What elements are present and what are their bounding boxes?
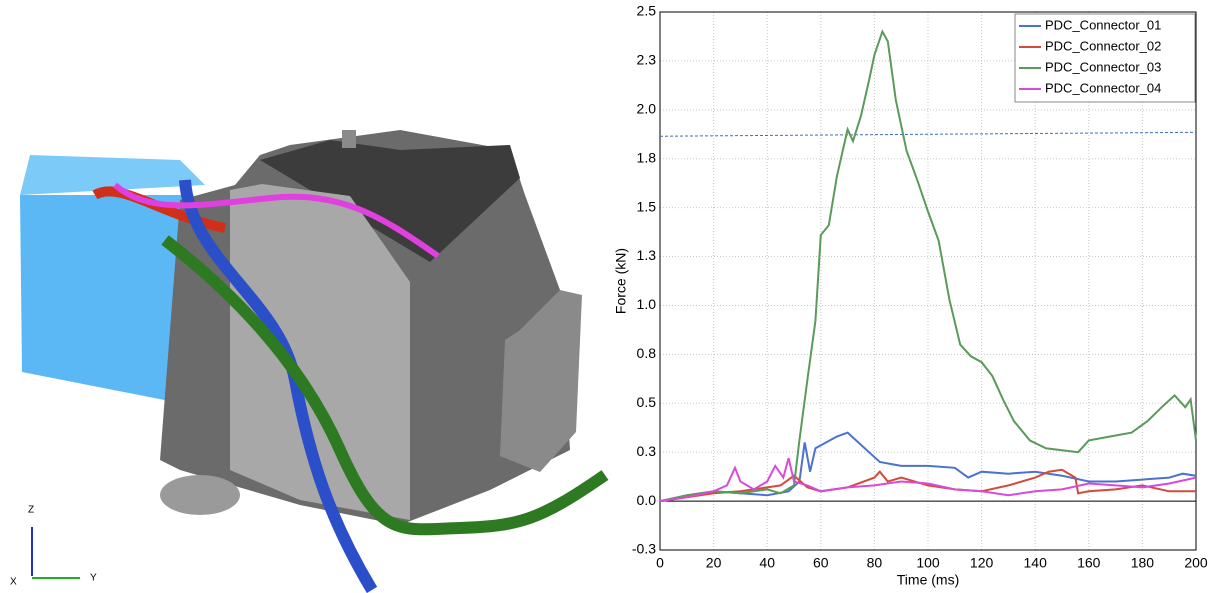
x-tick-label: 200 [1184, 555, 1208, 571]
y-tick-label: 0.5 [637, 394, 657, 410]
legend-label: PDC_Connector_03 [1045, 59, 1161, 74]
front-bracket [230, 184, 410, 520]
side-bracket [500, 290, 582, 472]
series-line [659, 431, 1197, 503]
green-tube [161, 235, 609, 536]
y-tick-label: 2.3 [637, 52, 657, 68]
y-tick-label: 1.0 [637, 296, 657, 312]
y-tick-label: 2.0 [637, 101, 657, 117]
x-tick-label: 20 [706, 555, 722, 571]
y-tick-label: -0.3 [632, 541, 656, 557]
legend-box [1014, 13, 1196, 103]
y-tick-label: 2.5 [637, 3, 657, 19]
y-tick-label: 1.8 [637, 149, 657, 165]
legend-label: PDC_Connector_01 [1045, 17, 1161, 32]
blue-part-front [20, 195, 190, 405]
y-axis-label: Force (kN) [613, 248, 629, 314]
mount [160, 475, 240, 515]
y-tick-label: 0.3 [637, 443, 657, 459]
axis-label: X [10, 577, 17, 588]
x-tick-label: 80 [867, 555, 883, 571]
model-view: Z Y X [10, 130, 609, 593]
series-line [659, 29, 1197, 503]
y-tick-label: 0.8 [637, 345, 657, 361]
x-tick-label: 160 [1077, 555, 1101, 571]
x-tick-label: 40 [759, 555, 775, 571]
reference-line [659, 131, 1197, 137]
y-tick-label: 1.5 [637, 198, 657, 214]
axis-label: Y [90, 573, 97, 584]
housing-top [260, 140, 520, 262]
x-tick-label: 0 [656, 555, 664, 571]
y-tick-label: 1.3 [637, 247, 657, 263]
x-tick-label: 100 [916, 555, 940, 571]
x-tick-label: 180 [1131, 555, 1155, 571]
axis-label: Z [28, 505, 34, 516]
series-line [659, 457, 1197, 503]
magenta-tube [113, 182, 440, 259]
legend-label: PDC_Connector_02 [1045, 38, 1161, 53]
x-axis-label: Time (ms) [897, 572, 959, 588]
blue-part-top [20, 155, 205, 195]
housing-post [342, 130, 356, 148]
y-tick-label: 0.0 [637, 492, 657, 508]
x-tick-label: 140 [1024, 555, 1048, 571]
x-tick-label: 60 [813, 555, 829, 571]
x-tick-label: 120 [970, 555, 994, 571]
legend-label: PDC_Connector_04 [1045, 80, 1161, 95]
plot-frame [659, 11, 1197, 551]
